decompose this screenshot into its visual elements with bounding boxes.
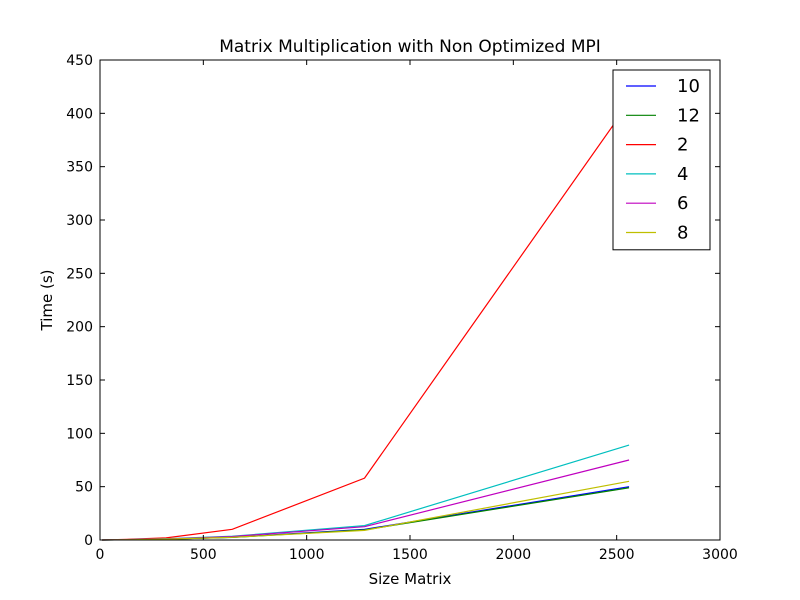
legend-label-2: 2 xyxy=(677,135,688,156)
x-tick-label: 2500 xyxy=(599,547,635,563)
y-tick-label: 450 xyxy=(66,53,93,69)
x-tick-label: 0 xyxy=(96,547,105,563)
y-tick-label: 300 xyxy=(66,213,93,229)
legend-label-6: 6 xyxy=(677,193,688,214)
y-tick-label: 100 xyxy=(66,426,93,442)
x-axis-label: Size Matrix xyxy=(369,570,452,588)
chart-title: Matrix Multiplication with Non Optimized… xyxy=(219,37,601,57)
x-tick-label: 3000 xyxy=(702,547,738,563)
y-tick-label: 350 xyxy=(66,160,93,176)
y-tick-label: 400 xyxy=(66,106,93,122)
legend-box xyxy=(612,69,711,251)
legend-label-10: 10 xyxy=(677,76,700,97)
x-tick-label: 500 xyxy=(190,547,217,563)
legend: 10 12 2 4 6 8 xyxy=(612,69,711,251)
y-axis-label: Time (s) xyxy=(38,270,56,332)
x-tick-label: 1000 xyxy=(289,547,325,563)
y-tick-label: 50 xyxy=(75,480,93,496)
x-tick-label: 1500 xyxy=(392,547,428,563)
x-tick-label: 2000 xyxy=(496,547,532,563)
y-axis: 0 50 100 150 200 250 300 350 400 450 xyxy=(66,53,720,549)
legend-label-12: 12 xyxy=(677,105,700,126)
y-tick-label: 0 xyxy=(84,533,93,549)
y-tick-label: 200 xyxy=(66,320,93,336)
legend-label-8: 8 xyxy=(677,223,688,244)
x-axis: 0 500 1000 1500 2000 2500 3000 xyxy=(96,60,738,563)
y-tick-label: 150 xyxy=(66,373,93,389)
y-tick-label: 250 xyxy=(66,266,93,282)
legend-label-4: 4 xyxy=(677,164,688,185)
